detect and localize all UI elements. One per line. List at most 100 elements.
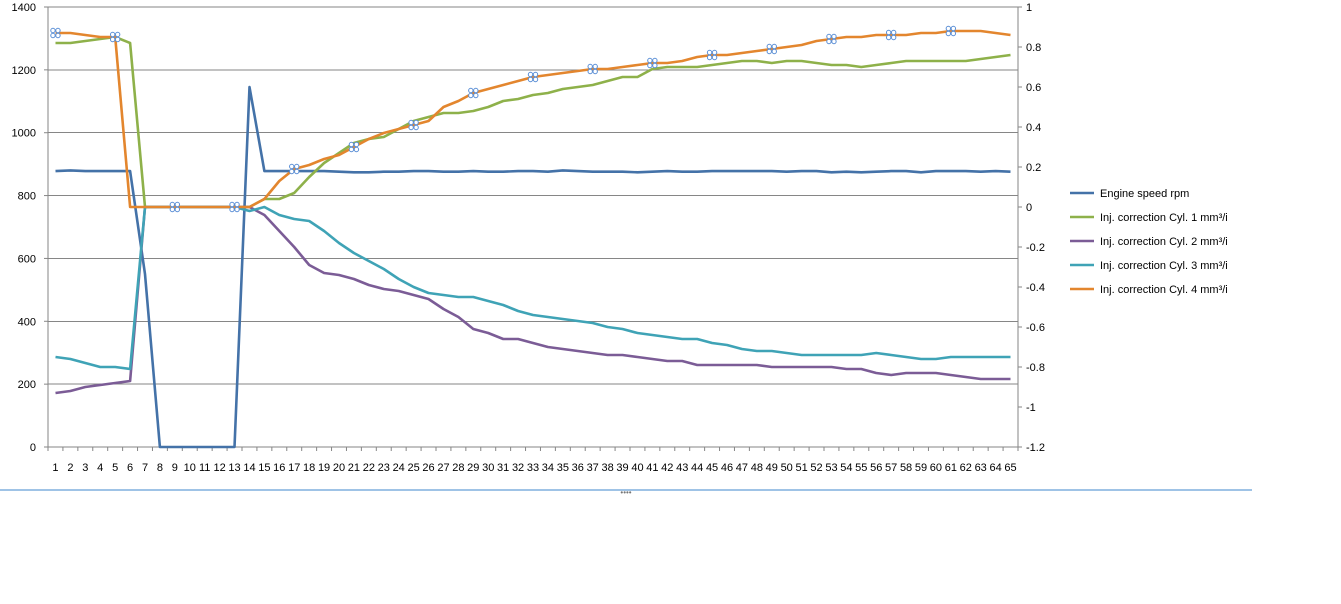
selection-handle-dot bbox=[348, 146, 355, 153]
y-right-tick-label: 0.2 bbox=[1026, 162, 1041, 174]
x-tick-label: 35 bbox=[557, 462, 569, 474]
selection-handle-dot bbox=[468, 87, 474, 94]
x-tick-label: 27 bbox=[437, 462, 449, 474]
series-line-4 bbox=[55, 205, 1011, 371]
selection-handle-dot bbox=[527, 71, 534, 78]
pane-splitter[interactable] bbox=[0, 489, 1252, 491]
x-tick-label: 61 bbox=[945, 462, 957, 474]
selection-handle-icon bbox=[50, 27, 61, 39]
selection-handle-dot bbox=[652, 57, 658, 64]
series-line-3 bbox=[55, 205, 1011, 395]
y-right-tick-label: 0 bbox=[1026, 202, 1032, 214]
x-tick-label: 18 bbox=[303, 462, 315, 474]
selection-handle-dot bbox=[890, 29, 897, 36]
selection-handle-dot bbox=[592, 63, 598, 70]
x-tick-label: 43 bbox=[676, 462, 688, 474]
x-tick-label: 12 bbox=[213, 462, 225, 474]
x-tick-label: 13 bbox=[228, 462, 240, 474]
selection-handle-dot bbox=[706, 54, 713, 61]
x-tick-label: 59 bbox=[915, 462, 927, 474]
selection-handle-dot bbox=[771, 43, 777, 50]
x-tick-label: 4 bbox=[97, 462, 103, 474]
selection-handle-dot bbox=[229, 206, 235, 213]
selection-handle-dot bbox=[413, 119, 419, 126]
x-tick-label: 42 bbox=[661, 462, 673, 474]
selection-handle-dot bbox=[114, 36, 121, 43]
x-tick-label: 64 bbox=[989, 462, 1001, 474]
selection-handle-icon bbox=[647, 57, 658, 69]
selection-handle-dot bbox=[473, 92, 479, 99]
selection-handle-icon bbox=[826, 33, 837, 45]
x-tick-label: 21 bbox=[348, 462, 360, 474]
y-right-tick-label: -0.8 bbox=[1026, 362, 1045, 374]
legend-label: Engine speed rpm bbox=[1100, 188, 1189, 200]
x-tick-label: 49 bbox=[766, 462, 778, 474]
selection-handle-icon bbox=[885, 29, 897, 41]
x-tick-label: 19 bbox=[318, 462, 330, 474]
selection-handle-dot bbox=[413, 124, 419, 131]
x-tick-label: 31 bbox=[497, 462, 509, 474]
x-tick-label: 7 bbox=[142, 462, 148, 474]
selection-handle-dot bbox=[890, 34, 897, 41]
selection-handle-dot bbox=[527, 76, 534, 83]
selection-handle-dot bbox=[647, 57, 653, 64]
selection-handle-dot bbox=[234, 206, 240, 213]
selection-handle-dot bbox=[234, 201, 240, 208]
legend-label: Inj. correction Cyl. 2 mm³/i bbox=[1100, 236, 1228, 248]
selection-handle-dot bbox=[831, 38, 837, 45]
legend-label: Inj. correction Cyl. 4 mm³/i bbox=[1100, 284, 1228, 296]
selection-handle-dot bbox=[950, 25, 957, 32]
series-line-5 bbox=[55, 29, 1011, 209]
selection-handle-dot bbox=[473, 87, 479, 94]
selection-handle-dot bbox=[50, 27, 56, 34]
selection-handle-dot bbox=[353, 146, 360, 153]
x-tick-label: 34 bbox=[542, 462, 554, 474]
x-tick-label: 17 bbox=[288, 462, 300, 474]
selection-handle-dot bbox=[294, 168, 300, 175]
x-tick-label: 46 bbox=[721, 462, 733, 474]
selection-handle-dot bbox=[289, 163, 295, 170]
selection-handle-dot bbox=[109, 31, 116, 38]
x-tick-label: 45 bbox=[706, 462, 718, 474]
y-left-tick-label: 400 bbox=[18, 316, 36, 328]
selection-handle-dot bbox=[592, 68, 598, 75]
selection-handle-dot bbox=[348, 141, 355, 148]
legend-label: Inj. correction Cyl. 1 mm³/i bbox=[1100, 212, 1228, 224]
selection-handle-dot bbox=[174, 201, 181, 208]
selection-handle-dot bbox=[532, 76, 539, 83]
y-right-tick-label: 0.4 bbox=[1026, 122, 1041, 134]
selection-handle-dot bbox=[109, 36, 116, 43]
selection-handle-dot bbox=[114, 31, 121, 38]
x-tick-label: 10 bbox=[184, 462, 196, 474]
selection-handle-icon bbox=[706, 49, 718, 61]
x-tick-label: 3 bbox=[82, 462, 88, 474]
x-tick-label: 16 bbox=[273, 462, 285, 474]
y-left-tick-label: 1200 bbox=[12, 65, 36, 77]
y-left-tick-label: 200 bbox=[18, 379, 36, 391]
selection-handle-dot bbox=[771, 48, 777, 55]
splitter-grip-icon[interactable]: •••• bbox=[620, 488, 632, 497]
selection-handle-dot bbox=[229, 201, 235, 208]
x-tick-label: 50 bbox=[781, 462, 793, 474]
x-tick-label: 11 bbox=[199, 462, 210, 474]
x-tick-label: 40 bbox=[631, 462, 643, 474]
selection-handle-dot bbox=[408, 119, 414, 126]
x-tick-label: 57 bbox=[885, 462, 897, 474]
selection-handle-dot bbox=[468, 92, 474, 99]
x-tick-label: 55 bbox=[855, 462, 867, 474]
selection-handle-dot bbox=[652, 62, 658, 69]
y-right-tick-label: 0.8 bbox=[1026, 42, 1041, 54]
selection-handle-dot bbox=[950, 30, 957, 37]
x-tick-label: 65 bbox=[1004, 462, 1016, 474]
selection-handle-dot bbox=[766, 48, 772, 55]
x-tick-label: 41 bbox=[646, 462, 658, 474]
x-tick-label: 15 bbox=[258, 462, 270, 474]
selection-handle-icon bbox=[468, 87, 479, 99]
selection-handle-dot bbox=[169, 201, 176, 208]
x-tick-label: 1 bbox=[52, 462, 58, 474]
x-tick-label: 28 bbox=[452, 462, 464, 474]
y-left-tick-label: 0 bbox=[30, 442, 36, 454]
selection-handle-icon bbox=[766, 43, 777, 55]
selection-handle-dot bbox=[826, 33, 832, 40]
